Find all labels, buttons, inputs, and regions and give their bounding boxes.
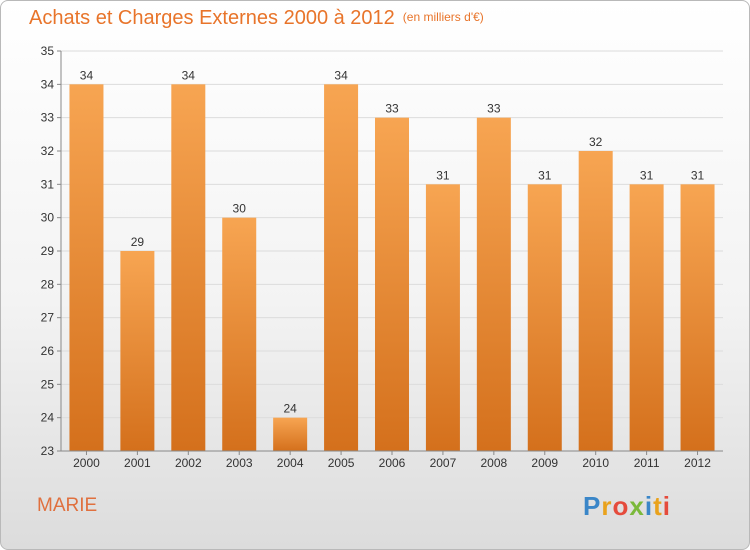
bar bbox=[171, 84, 206, 451]
bar bbox=[680, 184, 715, 452]
data-labels: 34 29 34 30 24 34 33 31 33 31 32 31 31 bbox=[80, 68, 705, 415]
data-label: 29 bbox=[131, 235, 145, 249]
data-label: 31 bbox=[640, 168, 654, 182]
logo-letter: r bbox=[601, 491, 613, 521]
logo-letter: P bbox=[583, 491, 602, 521]
commune-name: MARIE bbox=[37, 495, 98, 516]
data-label: 32 bbox=[589, 135, 603, 149]
y-tick-label: 34 bbox=[41, 77, 55, 91]
axes: 23 24 25 26 27 28 29 30 31 32 33 34 35 2000 2001 2002 20… bbox=[41, 44, 723, 470]
x-tick-label: 2004 bbox=[277, 456, 304, 470]
bar bbox=[120, 251, 155, 451]
logo-letter: t bbox=[653, 491, 663, 521]
data-label: 30 bbox=[233, 202, 247, 216]
logo-letter: o bbox=[612, 491, 630, 521]
data-label: 31 bbox=[436, 168, 450, 182]
x-tick-label: 2001 bbox=[124, 456, 151, 470]
y-tick-label: 23 bbox=[41, 444, 55, 458]
bars bbox=[69, 84, 715, 452]
data-label: 31 bbox=[691, 168, 705, 182]
bar bbox=[578, 151, 613, 451]
bar bbox=[324, 84, 359, 451]
bar bbox=[476, 117, 511, 452]
y-tick-label: 35 bbox=[41, 44, 55, 58]
y-tick-label: 27 bbox=[41, 311, 55, 325]
chart-title: Achats et Charges Externes 2000 à 2012 (e… bbox=[29, 7, 484, 30]
y-tick-label: 26 bbox=[41, 344, 55, 358]
bar bbox=[273, 417, 308, 451]
y-tick-label: 24 bbox=[41, 411, 55, 425]
x-tick-label: 2003 bbox=[226, 456, 253, 470]
chart-unit: (en milliers d'€) bbox=[402, 10, 484, 24]
bar bbox=[527, 184, 562, 452]
data-label: 34 bbox=[182, 68, 196, 82]
x-tick-label: 2005 bbox=[328, 456, 355, 470]
x-tick-label: 2009 bbox=[531, 456, 558, 470]
data-label: 33 bbox=[385, 102, 399, 116]
data-label: 34 bbox=[80, 68, 94, 82]
x-tick-label: 2010 bbox=[582, 456, 609, 470]
x-tick-label: 2006 bbox=[379, 456, 406, 470]
y-tick-label: 33 bbox=[41, 111, 55, 125]
x-tick-label: 2011 bbox=[634, 456, 660, 470]
bar bbox=[375, 117, 409, 452]
y-tick-label: 29 bbox=[41, 244, 55, 258]
data-label: 33 bbox=[487, 102, 501, 116]
logo-letter: i bbox=[662, 491, 671, 521]
x-tick-label: 2007 bbox=[430, 456, 457, 470]
bar bbox=[425, 184, 460, 452]
y-tick-label: 25 bbox=[41, 377, 55, 391]
y-tick-label: 30 bbox=[41, 211, 55, 225]
x-tick-label: 2008 bbox=[480, 456, 507, 470]
bar bbox=[629, 184, 664, 452]
y-tick-label: 28 bbox=[41, 277, 55, 291]
logo-letter: x bbox=[629, 491, 645, 521]
proxiti-logo[interactable]: Proxiti bbox=[583, 491, 671, 522]
x-tick-label: 2002 bbox=[175, 456, 202, 470]
y-tick-label: 31 bbox=[41, 177, 55, 191]
y-tick-label: 32 bbox=[41, 144, 55, 158]
x-tick-label: 2012 bbox=[684, 456, 711, 470]
data-label: 24 bbox=[283, 402, 297, 416]
bar bbox=[69, 84, 104, 451]
logo-letter: i bbox=[644, 491, 654, 521]
chart-title-text: Achats et Charges Externes 2000 à 2012 bbox=[29, 7, 395, 29]
x-tick-label: 2000 bbox=[73, 456, 100, 470]
data-label: 34 bbox=[334, 68, 348, 82]
bar bbox=[222, 217, 257, 451]
data-label: 31 bbox=[538, 168, 552, 182]
